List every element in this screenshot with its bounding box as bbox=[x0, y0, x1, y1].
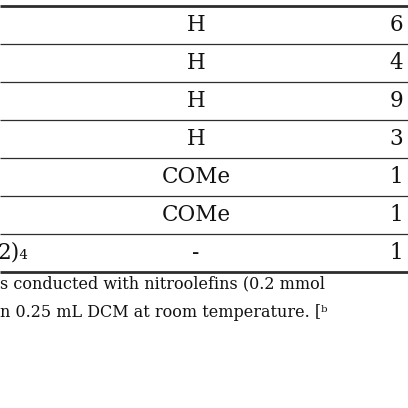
Text: H: H bbox=[186, 14, 205, 36]
Text: H: H bbox=[186, 90, 205, 112]
Text: 3: 3 bbox=[390, 128, 404, 150]
Text: 4: 4 bbox=[390, 52, 403, 74]
Text: COMe: COMe bbox=[161, 166, 231, 188]
Text: 2)₄: 2)₄ bbox=[0, 242, 29, 264]
Text: s conducted with nitroolefins (0.2 mmol: s conducted with nitroolefins (0.2 mmol bbox=[0, 275, 325, 292]
Text: -: - bbox=[192, 242, 200, 264]
Text: 1: 1 bbox=[390, 242, 403, 264]
Text: n 0.25 mL DCM at room temperature. [ᵇ: n 0.25 mL DCM at room temperature. [ᵇ bbox=[0, 304, 328, 322]
Text: 1: 1 bbox=[390, 204, 403, 226]
Text: COMe: COMe bbox=[161, 204, 231, 226]
Text: 9: 9 bbox=[390, 90, 404, 112]
Text: 6: 6 bbox=[390, 14, 403, 36]
Text: H: H bbox=[186, 52, 205, 74]
Text: H: H bbox=[186, 128, 205, 150]
Text: 1: 1 bbox=[390, 166, 403, 188]
